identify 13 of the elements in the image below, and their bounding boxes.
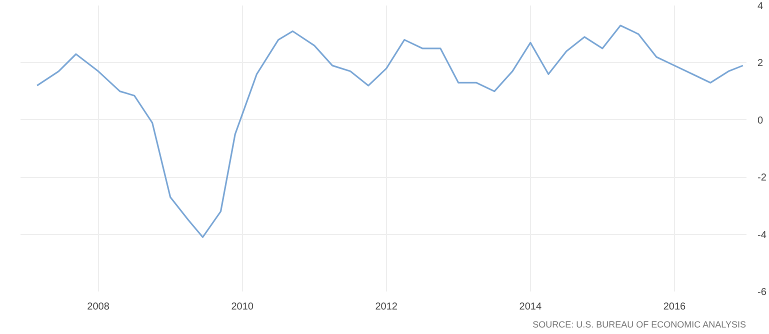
x-tick-label: 2016 xyxy=(663,302,686,312)
line-series xyxy=(36,24,744,238)
source-note: SOURCE: U.S. BUREAU OF ECONOMIC ANALYSIS xyxy=(532,320,746,330)
y-tick-label: 2 xyxy=(758,58,764,70)
x-tick-label: 2014 xyxy=(519,302,542,312)
x-tick-label: 2008 xyxy=(87,302,110,312)
x-tick-label: 2012 xyxy=(375,302,398,312)
y-tick-label: -2 xyxy=(758,172,767,184)
x-tick-label: 2010 xyxy=(231,302,254,312)
y-tick-label: 4 xyxy=(758,1,764,12)
y-tick-label: -4 xyxy=(758,230,767,241)
y-tick-label: 0 xyxy=(758,115,764,126)
y-tick-label: -6 xyxy=(758,287,767,298)
